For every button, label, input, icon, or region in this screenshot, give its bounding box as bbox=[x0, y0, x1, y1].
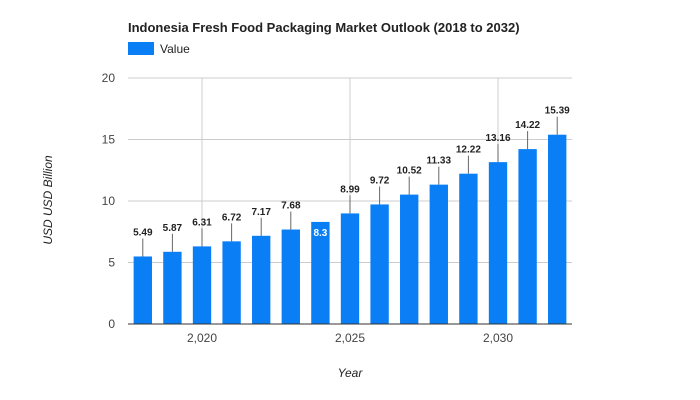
x-axis-title: Year bbox=[338, 366, 364, 380]
bar bbox=[281, 229, 300, 324]
bar bbox=[192, 246, 212, 324]
y-axis-title: USD USD Billion bbox=[41, 155, 55, 245]
bar bbox=[429, 184, 448, 324]
data-label: 10.52 bbox=[397, 166, 422, 177]
y-tick-label: 0 bbox=[108, 317, 115, 331]
chart-title: Indonesia Fresh Food Packaging Market Ou… bbox=[128, 20, 520, 35]
bar bbox=[459, 173, 478, 324]
data-labels: 5.49 5.87 6.31 6.72 7.17 7.68 8.3 8.99 9.72 10.52… bbox=[133, 106, 570, 257]
legend: Value bbox=[128, 42, 190, 56]
bar bbox=[488, 162, 508, 324]
data-label: 8.3 bbox=[313, 228, 327, 239]
y-tick-label: 5 bbox=[108, 256, 115, 270]
data-label: 5.87 bbox=[163, 223, 183, 234]
x-tick-label: 2,025 bbox=[335, 331, 365, 345]
data-label: 12.22 bbox=[456, 145, 481, 156]
legend-label: Value bbox=[160, 42, 190, 56]
data-label: 7.17 bbox=[251, 207, 271, 218]
bar bbox=[518, 149, 537, 324]
data-label: 6.31 bbox=[192, 217, 212, 228]
bar bbox=[252, 235, 271, 324]
data-label: 13.16 bbox=[485, 133, 510, 144]
x-tick-label: 2,020 bbox=[187, 331, 217, 345]
y-tick-label: 15 bbox=[102, 133, 116, 147]
y-tick-label: 20 bbox=[102, 71, 116, 85]
data-label: 8.99 bbox=[340, 184, 360, 195]
bar bbox=[370, 204, 389, 324]
data-label: 15.39 bbox=[545, 106, 570, 117]
bar bbox=[311, 221, 330, 324]
data-label: 5.49 bbox=[133, 227, 153, 238]
bar bbox=[400, 194, 419, 324]
x-tick-label: 2,030 bbox=[483, 331, 513, 345]
y-axis-ticks: 0 5 10 15 20 bbox=[102, 71, 116, 331]
bar bbox=[133, 256, 152, 324]
bars bbox=[133, 134, 567, 324]
data-label: 7.68 bbox=[281, 201, 301, 212]
bar bbox=[222, 241, 241, 324]
x-axis-ticks: 2,020 2,025 2,030 bbox=[187, 331, 513, 345]
bar bbox=[548, 134, 567, 324]
bar bbox=[340, 213, 360, 324]
data-label: 6.72 bbox=[222, 212, 242, 223]
y-tick-label: 10 bbox=[102, 194, 116, 208]
bar bbox=[163, 251, 182, 324]
data-label: 9.72 bbox=[370, 175, 390, 186]
data-label: 11.33 bbox=[427, 156, 452, 167]
legend-swatch bbox=[128, 42, 154, 55]
data-label: 14.22 bbox=[515, 120, 540, 131]
